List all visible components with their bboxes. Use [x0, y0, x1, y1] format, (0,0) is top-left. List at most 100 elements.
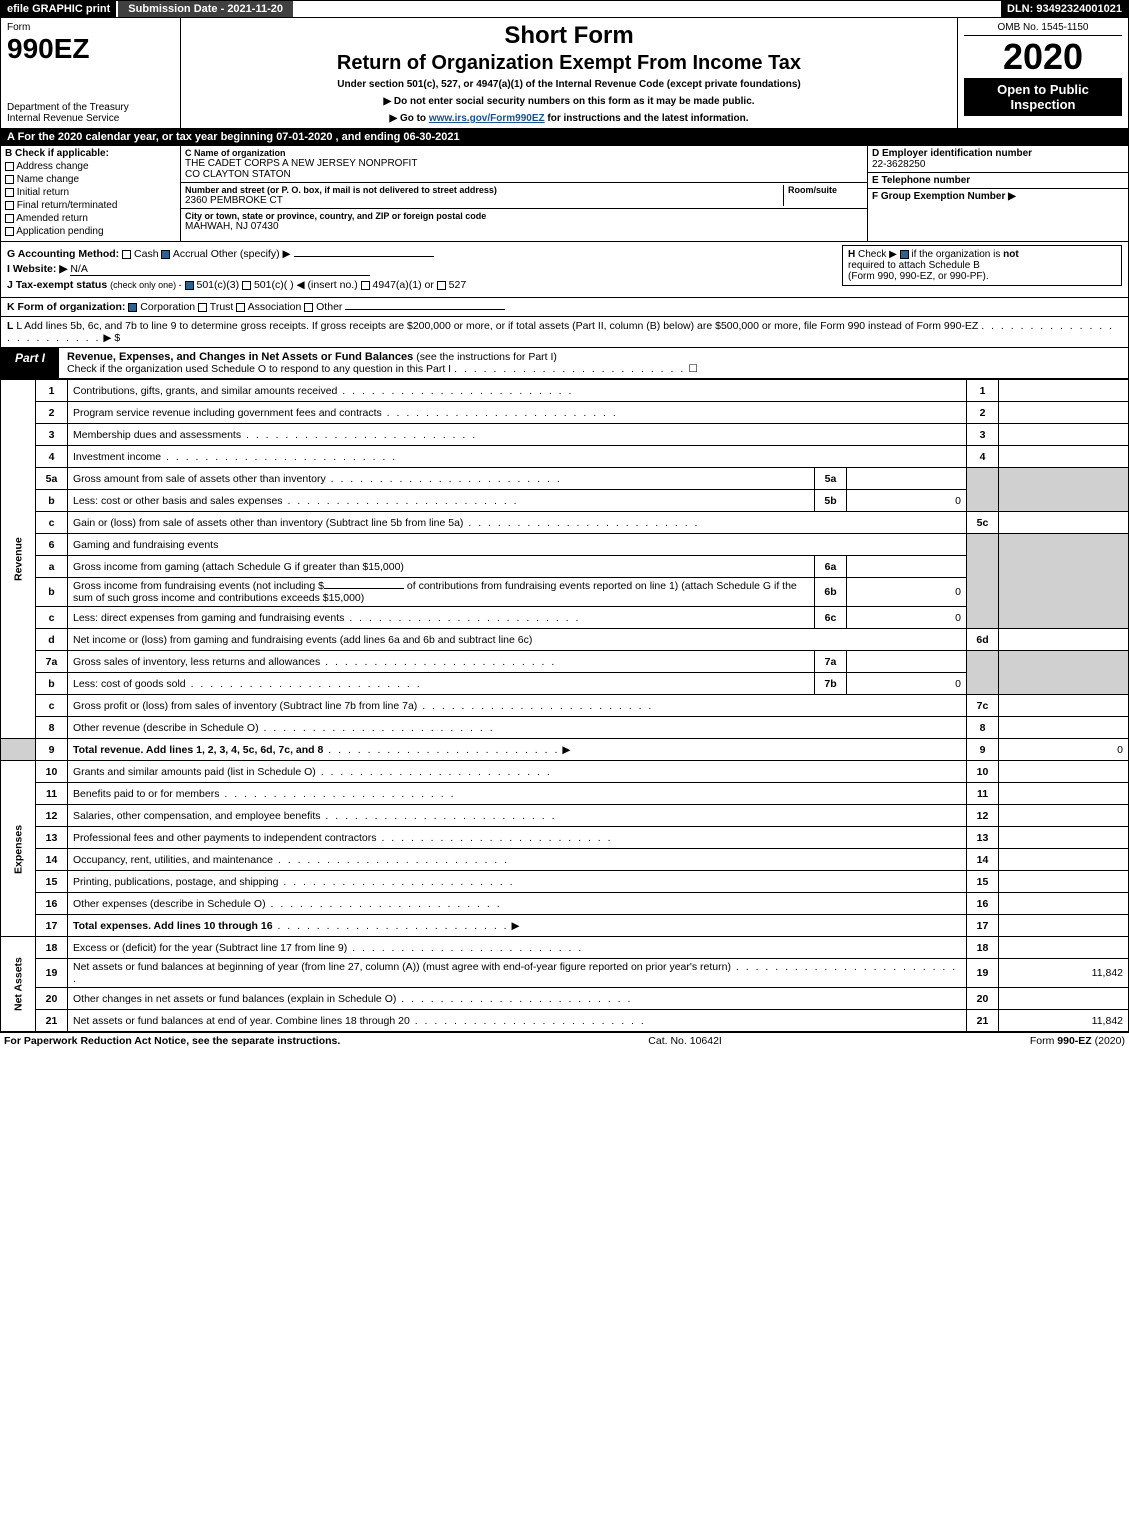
org-name-2: CO CLAYTON STATON: [185, 169, 863, 180]
line-5b: b Less: cost or other basis and sales ex…: [1, 490, 1129, 512]
line-6b: b Gross income from fundraising events (…: [1, 578, 1129, 607]
k-assoc: Association: [248, 301, 302, 313]
line-10: Expenses 10 Grants and similar amounts p…: [1, 761, 1129, 783]
k-assoc-checkbox[interactable]: [236, 303, 245, 312]
footer-right: Form 990-EZ (2020): [1030, 1035, 1125, 1047]
efile-print-button[interactable]: efile GRAPHIC print: [1, 1, 116, 17]
line-7a: 7a Gross sales of inventory, less return…: [1, 651, 1129, 673]
line-5c: c Gain or (loss) from sale of assets oth…: [1, 512, 1129, 534]
row-a-tax-year: A For the 2020 calendar year, or tax yea…: [0, 129, 1129, 146]
line-7c: c Gross profit or (loss) from sales of i…: [1, 695, 1129, 717]
check-final-return[interactable]: Final return/terminated: [5, 200, 176, 211]
line-20: 20 Other changes in net assets or fund b…: [1, 988, 1129, 1010]
l7b-mv: 0: [847, 673, 967, 695]
check-amended-return[interactable]: Amended return: [5, 213, 176, 224]
l15-desc: Printing, publications, postage, and shi…: [73, 876, 278, 888]
l9-vert-blank: [1, 739, 36, 761]
j-501c-checkbox[interactable]: [242, 281, 251, 290]
l6-shaded-val: [999, 534, 1129, 629]
l12-rn: 12: [967, 805, 999, 827]
section-ghij: H Check ▶ if the organization is not req…: [0, 242, 1129, 298]
k-corp-checkbox[interactable]: [128, 303, 137, 312]
line-5a: 5a Gross amount from sale of assets othe…: [1, 468, 1129, 490]
l6b-blank[interactable]: [324, 588, 404, 589]
c-room-label: Room/suite: [788, 185, 863, 195]
part-i-checkbox-end[interactable]: ☐: [688, 363, 697, 375]
l9-num: 9: [36, 739, 68, 761]
l16-desc: Other expenses (describe in Schedule O): [73, 898, 266, 910]
part-i-check-line: Check if the organization used Schedule …: [67, 363, 451, 375]
irs-link[interactable]: www.irs.gov/Form990EZ: [429, 113, 545, 124]
line-7b: b Less: cost of goods sold 7b 0: [1, 673, 1129, 695]
part-i-dots: [454, 363, 685, 375]
l19-num: 19: [36, 959, 68, 988]
line-6: 6 Gaming and fundraising events: [1, 534, 1129, 556]
check-name-change[interactable]: Name change: [5, 174, 176, 185]
l19-desc: Net assets or fund balances at beginning…: [73, 961, 731, 973]
l5b-desc: Less: cost or other basis and sales expe…: [73, 495, 283, 507]
j-opt4: 527: [449, 279, 467, 291]
l21-num: 21: [36, 1010, 68, 1032]
l7a-mv: [847, 651, 967, 673]
l18-desc: Excess or (deficit) for the year (Subtra…: [73, 942, 347, 954]
j-4947-checkbox[interactable]: [361, 281, 370, 290]
g-cash: Cash: [134, 248, 159, 260]
website-value: N/A: [70, 263, 370, 276]
l5b-num: b: [36, 490, 68, 512]
l6a-desc: Gross income from gaming (attach Schedul…: [68, 556, 815, 578]
l15-rn: 15: [967, 871, 999, 893]
l10-rn: 10: [967, 761, 999, 783]
check-label: Final return/terminated: [17, 200, 118, 211]
check-label: Name change: [17, 174, 79, 185]
l6c-mv: 0: [847, 607, 967, 629]
line-6d: d Net income or (loss) from gaming and f…: [1, 629, 1129, 651]
l9-arrow: ▶: [562, 744, 570, 756]
l17-num: 17: [36, 915, 68, 937]
header-left: Form 990EZ Department of the Treasury In…: [1, 18, 181, 128]
l7-shaded: [967, 651, 999, 695]
l5c-desc: Gain or (loss) from sale of assets other…: [73, 517, 463, 529]
l16-rn: 16: [967, 893, 999, 915]
open-public-badge: Open to Public Inspection: [964, 78, 1122, 116]
revenue-label: Revenue: [1, 380, 36, 739]
g-other-input[interactable]: [294, 256, 434, 257]
line-6a: a Gross income from gaming (attach Sched…: [1, 556, 1129, 578]
l6-num: 6: [36, 534, 68, 556]
c-name-label: C Name of organization: [185, 148, 863, 158]
check-initial-return[interactable]: Initial return: [5, 187, 176, 198]
l1-val: [999, 380, 1129, 402]
j-501c3-checkbox[interactable]: [185, 281, 194, 290]
l1-num: 1: [36, 380, 68, 402]
l6d-val: [999, 629, 1129, 651]
irs-label: Internal Revenue Service: [7, 113, 174, 124]
l9-desc: Total revenue. Add lines 1, 2, 3, 4, 5c,…: [73, 744, 323, 756]
l5b-mn: 5b: [815, 490, 847, 512]
l6d-rn: 6d: [967, 629, 999, 651]
j-527-checkbox[interactable]: [437, 281, 446, 290]
l3-val: [999, 424, 1129, 446]
check-application-pending[interactable]: Application pending: [5, 226, 176, 237]
l7b-num: b: [36, 673, 68, 695]
l14-desc: Occupancy, rent, utilities, and maintena…: [73, 854, 273, 866]
j-opt2: 501(c)( ) ◀ (insert no.): [254, 279, 358, 291]
line-21: 21 Net assets or fund balances at end of…: [1, 1010, 1129, 1032]
c-street-label: Number and street (or P. O. box, if mail…: [185, 185, 783, 195]
l10-desc: Grants and similar amounts paid (list in…: [73, 766, 316, 778]
check-address-change[interactable]: Address change: [5, 161, 176, 172]
k-other-checkbox[interactable]: [304, 303, 313, 312]
l6b-mv: 0: [847, 578, 967, 607]
line-4: 4 Investment income 4: [1, 446, 1129, 468]
line-6c: c Less: direct expenses from gaming and …: [1, 607, 1129, 629]
g-accrual-checkbox[interactable]: [161, 250, 170, 259]
topbar: efile GRAPHIC print Submission Date - 20…: [0, 0, 1129, 18]
line-19: 19 Net assets or fund balances at beginn…: [1, 959, 1129, 988]
line-15: 15 Printing, publications, postage, and …: [1, 871, 1129, 893]
k-trust-checkbox[interactable]: [198, 303, 207, 312]
l7c-rn: 7c: [967, 695, 999, 717]
part-i-title: Revenue, Expenses, and Changes in Net As…: [59, 348, 1128, 378]
k-other-input[interactable]: [345, 309, 505, 310]
g-cash-checkbox[interactable]: [122, 250, 131, 259]
h-checkbox[interactable]: [900, 250, 909, 259]
h-text2: if the organization is: [911, 249, 1000, 260]
omb-number: OMB No. 1545-1150: [964, 22, 1122, 36]
